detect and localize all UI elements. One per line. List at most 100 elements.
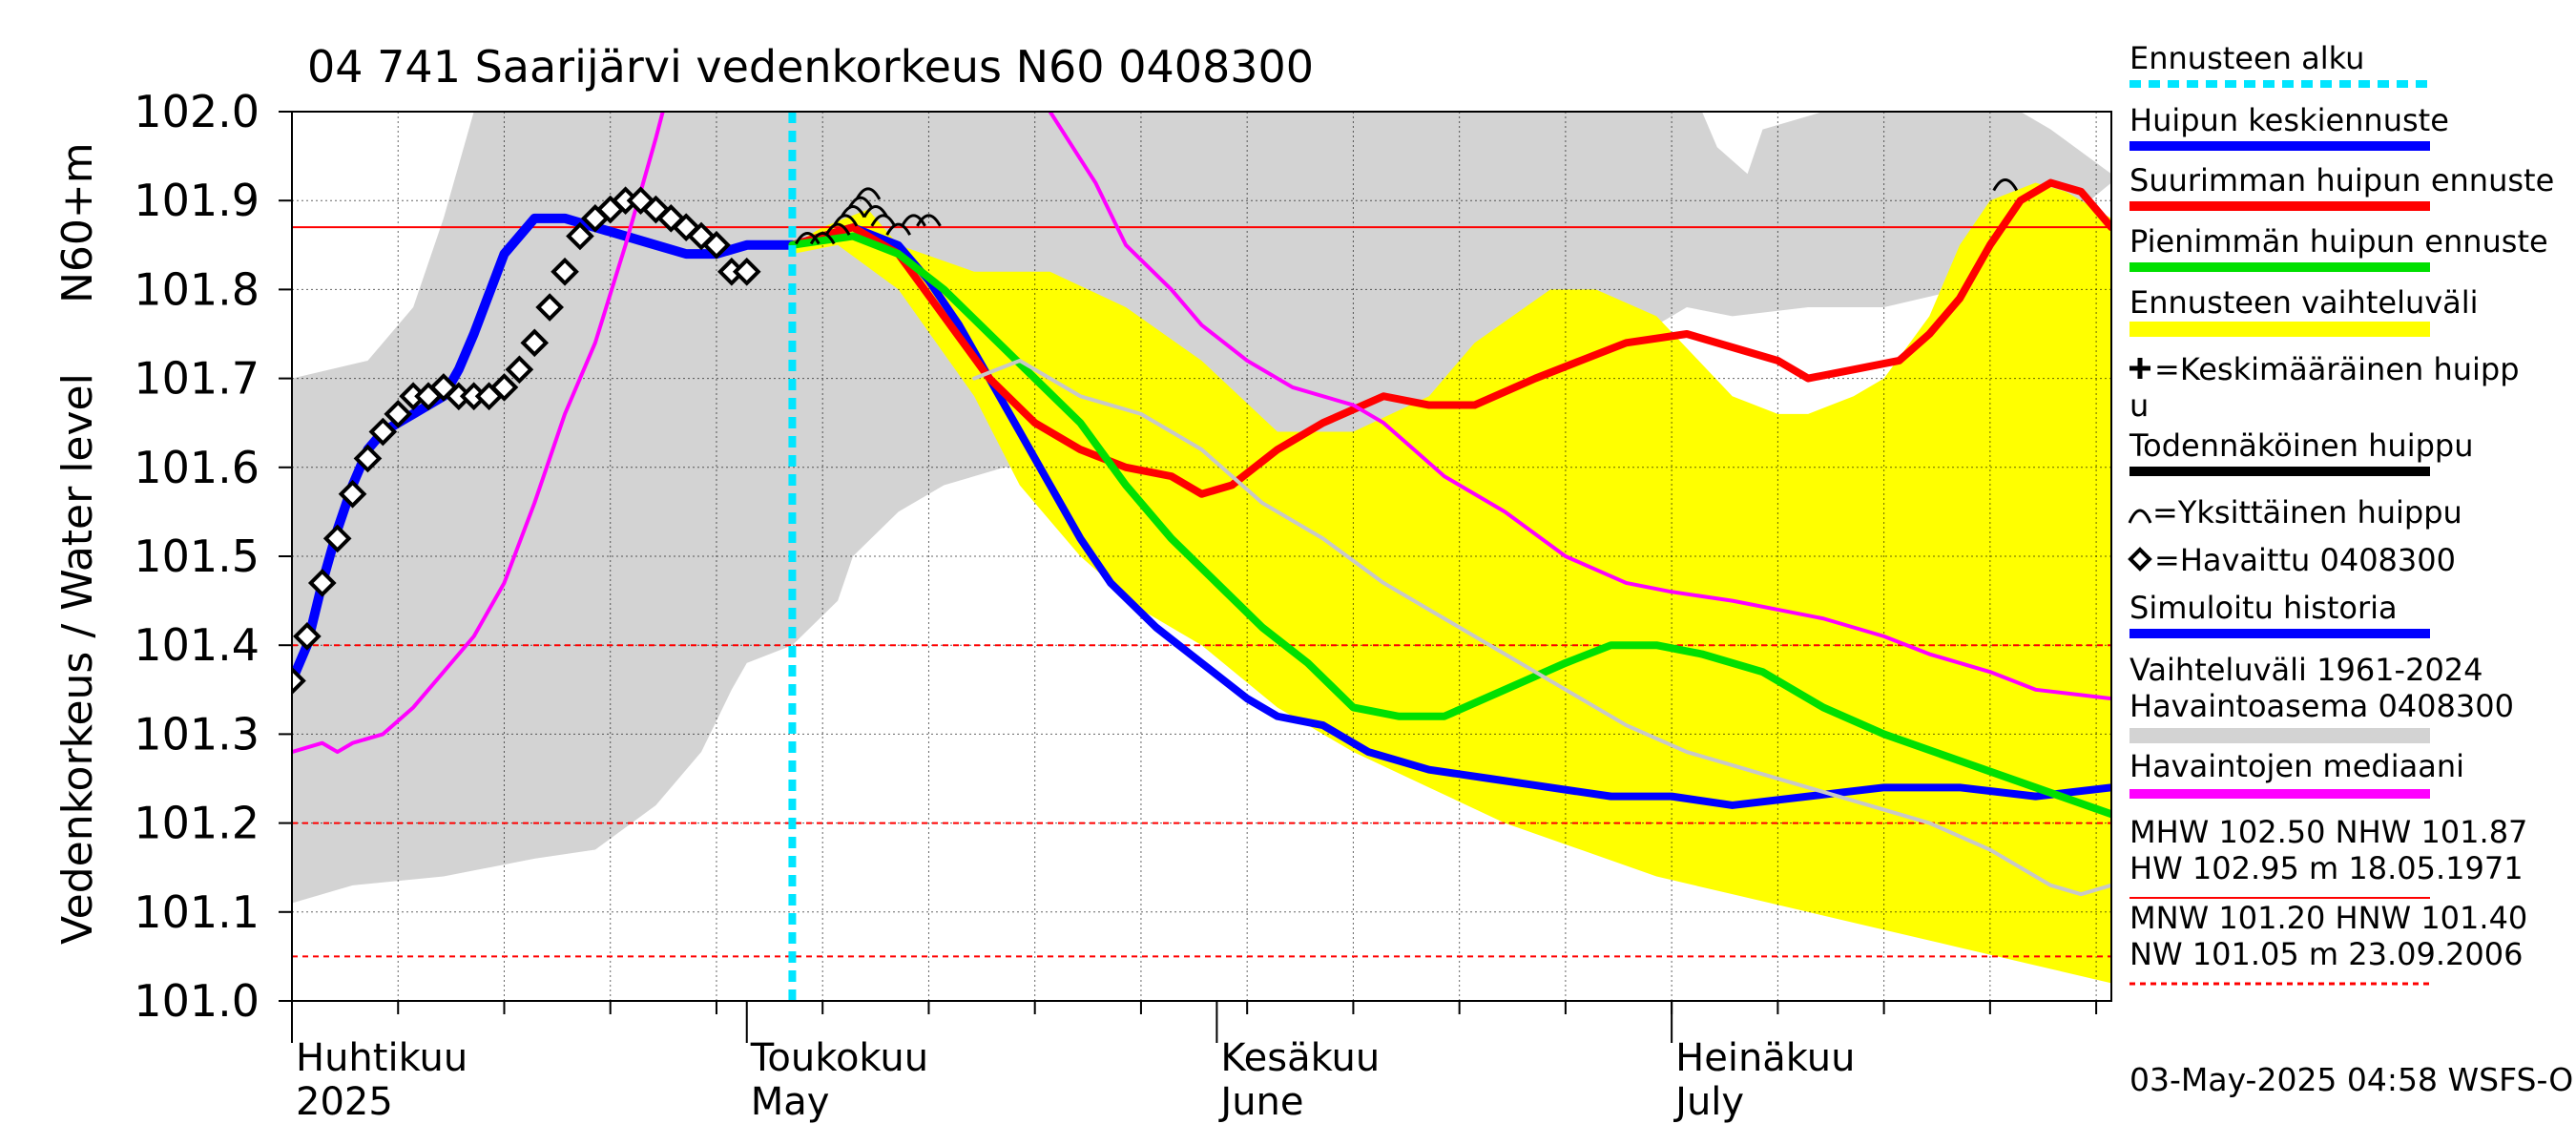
month-label-fi: Heinäkuu [1675, 1036, 1855, 1080]
month-label-fi: Huhtikuu [296, 1036, 467, 1080]
legend-swatch [2129, 322, 2430, 337]
observed-point [566, 221, 594, 251]
y-tick-label: 101.1 [134, 886, 260, 938]
legend-item: Suurimman huipun ennuste [2129, 162, 2554, 211]
forecast-band [792, 182, 2111, 984]
individual-peak-marker [824, 222, 851, 236]
month-label-en: May [751, 1080, 830, 1124]
series-line-1 [788, 223, 2111, 809]
individual-peak-marker [870, 214, 897, 227]
observed-point [292, 666, 306, 696]
observed-point [307, 569, 337, 597]
month-label-fi: Toukokuu [750, 1036, 928, 1080]
month-label-en: July [1672, 1080, 1744, 1124]
legend-label-line2: u [2129, 387, 2149, 424]
individual-peak-marker [809, 232, 836, 245]
individual-peak-marker [840, 205, 866, 219]
legend-label-line2: NW 101.05 m 23.09.2006 [2129, 936, 2523, 972]
y-axis-unit-label: N60+m [53, 142, 102, 303]
y-tick-label: 101.3 [134, 708, 260, 760]
y-tick-label: 101.9 [134, 175, 260, 226]
observed-point [489, 373, 519, 402]
legend-label: Ennusteen vaihteluväli [2129, 284, 2479, 321]
legend-label: Suurimman huipun ennuste [2129, 162, 2554, 198]
legend-label: Simuloitu historia [2129, 590, 2398, 626]
legend-item: =Havaittu 0408300 [2128, 542, 2456, 578]
observed-point [322, 524, 352, 553]
legend-item: =Keskimääräinen huippu [2129, 351, 2520, 424]
observed-point [732, 257, 761, 286]
month-label-en: June [1217, 1080, 1303, 1124]
legend-item: Ennusteen vaihteluväli [2129, 284, 2479, 337]
observed-point [368, 417, 398, 447]
individual-peak-marker [832, 214, 859, 227]
legend: Ennusteen alku Huipun keskiennuste Suurimm… [2128, 40, 2554, 986]
observed-point [353, 444, 383, 473]
individual-peak-marker [901, 214, 926, 227]
chart-title: 04 741 Saarijärvi vedenkorkeus N60 04083… [307, 41, 1314, 93]
plot-clip-group [292, 112, 2111, 1001]
legend-label: MNW 101.20 HNW 101.40 [2129, 900, 2527, 936]
observed-point [384, 400, 413, 428]
legend-label-line2: Havaintoasema 0408300 [2129, 688, 2514, 724]
legend-plus-symbol [2129, 358, 2150, 379]
y-tick-label: 102.0 [134, 86, 260, 137]
observed-point [535, 293, 564, 322]
observed-point [505, 355, 534, 385]
legend-item: Simuloitu historia [2129, 590, 2430, 638]
legend-label: Vaihteluväli 1961-2024 [2129, 652, 2483, 688]
month-label-fi: Kesäkuu [1220, 1036, 1380, 1080]
timestamp-footer: 03-May-2025 04:58 WSFS-O [2129, 1061, 2573, 1098]
legend-item: =Yksittäinen huippu [2128, 494, 2462, 531]
series-line-3 [788, 232, 2111, 819]
individual-peak-marker [847, 196, 874, 209]
legend-label: Huipun keskiennuste [2129, 102, 2449, 138]
legend-label: Havaintojen mediaani [2129, 748, 2464, 784]
legend-arc-symbol [2128, 509, 2152, 524]
y-tick-label: 101.8 [134, 263, 260, 315]
individual-peak-marker [916, 214, 942, 227]
y-tick-label: 101.0 [134, 975, 260, 1027]
legend-swatch [2129, 728, 2430, 743]
observed-point [293, 622, 322, 651]
month-label-en: 2025 [296, 1080, 393, 1124]
y-tick-label: 101.7 [134, 353, 260, 405]
legend-item: Pienimmän huipun ennuste [2129, 223, 2548, 272]
legend-label: Ennusteen alku [2129, 40, 2364, 76]
y-tick-label: 101.6 [134, 442, 260, 493]
individual-peak-marker [795, 232, 821, 245]
legend-item: Vaihteluväli 1961-2024 Havaintoasema 040… [2129, 652, 2514, 743]
legend-label: =Havaittu 0408300 [2154, 542, 2456, 578]
observed-point [338, 479, 367, 509]
legend-label: MHW 102.50 NHW 101.87 [2129, 814, 2527, 850]
legend-item: Ennusteen alku [2129, 40, 2430, 88]
legend-item: Havaintojen mediaani [2129, 748, 2464, 799]
legend-item: Huipun keskiennuste [2129, 102, 2449, 151]
y-tick-label: 101.5 [134, 531, 260, 582]
y-tick-label: 101.2 [134, 798, 260, 849]
observed-point [702, 230, 731, 260]
individual-peak-marker [855, 187, 882, 200]
observed-point [551, 257, 579, 286]
legend-label: Todennäköinen huippu [2129, 427, 2474, 464]
legend-diamond-symbol [2128, 547, 2152, 572]
y-tick-label: 101.4 [134, 619, 260, 671]
individual-peak-marker [885, 222, 911, 236]
series-line-4 [292, 112, 2111, 755]
plot-area [291, 111, 2112, 1002]
observed-point [520, 328, 550, 358]
legend-item: Todennäköinen huippu [2129, 427, 2474, 476]
legend-label: =Keskimääräinen huipp [2154, 351, 2520, 387]
observed-point [656, 204, 686, 233]
axes: 101.0 101.1 101.2 101.3 101.4 101.5 101.6 101.7… [134, 86, 2098, 1124]
y-axis-label: Vedenkorkeus / Water level [53, 373, 102, 945]
individual-peak-marker [862, 205, 889, 219]
series-line-2 [788, 178, 2111, 498]
legend-label: =Yksittäinen huippu [2152, 494, 2462, 531]
legend-label-line2: HW 102.95 m 18.05.1971 [2129, 850, 2524, 886]
observed-point [429, 373, 458, 402]
legend-label: Pienimmän huipun ennuste [2129, 223, 2548, 260]
individual-peak-marker [1992, 178, 2019, 192]
